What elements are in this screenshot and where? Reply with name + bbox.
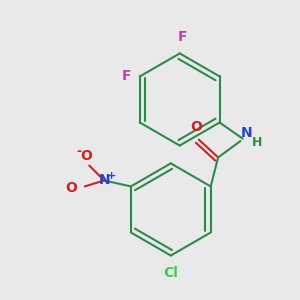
Text: O: O: [190, 120, 202, 134]
Text: N: N: [241, 126, 253, 140]
Text: -: -: [76, 145, 82, 158]
Text: O: O: [65, 181, 77, 195]
Text: +: +: [107, 171, 116, 181]
Text: O: O: [80, 148, 92, 163]
Text: F: F: [178, 31, 188, 44]
Text: H: H: [252, 136, 262, 149]
Text: F: F: [122, 69, 131, 83]
Text: N: N: [98, 173, 110, 188]
Text: Cl: Cl: [164, 266, 178, 280]
